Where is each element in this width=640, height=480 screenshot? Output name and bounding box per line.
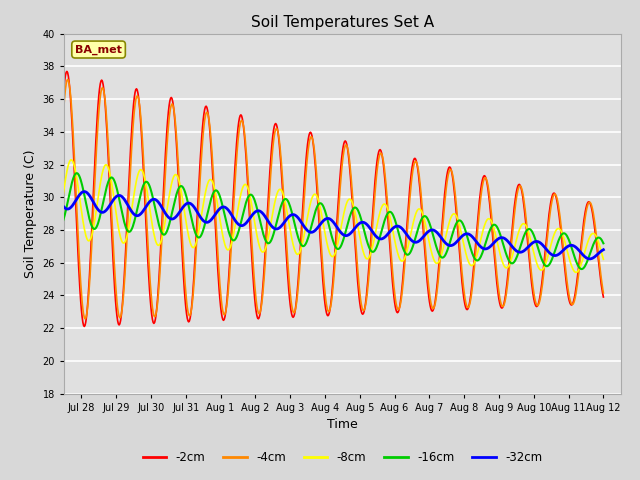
Line: -8cm: -8cm <box>47 160 604 272</box>
-4cm <box>64 77 72 83</box>
-8cm <box>572 269 580 275</box>
-4cm <box>600 290 607 296</box>
X-axis label: Time: Time <box>327 418 358 431</box>
-16cm <box>600 240 607 246</box>
-16cm <box>166 219 173 225</box>
Line: -32cm: -32cm <box>47 188 604 259</box>
-4cm <box>514 188 522 193</box>
-32cm <box>497 235 504 240</box>
-4cm <box>120 283 128 289</box>
-4cm <box>43 290 51 296</box>
-8cm <box>444 226 451 232</box>
-4cm <box>497 301 505 307</box>
-2cm <box>497 305 505 311</box>
-8cm <box>513 234 521 240</box>
Y-axis label: Soil Temperature (C): Soil Temperature (C) <box>24 149 37 278</box>
-8cm <box>166 190 173 195</box>
Line: -16cm: -16cm <box>47 173 604 269</box>
Legend: -2cm, -4cm, -8cm, -16cm, -32cm: -2cm, -4cm, -8cm, -16cm, -32cm <box>138 446 547 469</box>
-2cm <box>514 183 522 189</box>
-2cm <box>52 245 60 251</box>
-32cm <box>444 242 451 248</box>
-32cm <box>166 216 173 221</box>
-8cm <box>600 256 607 262</box>
-32cm <box>43 186 51 192</box>
-32cm <box>600 247 607 252</box>
-2cm <box>63 69 71 74</box>
-16cm <box>120 216 127 222</box>
-8cm <box>43 204 51 210</box>
-16cm <box>578 266 586 272</box>
-8cm <box>67 157 75 163</box>
-16cm <box>51 216 59 221</box>
Line: -4cm: -4cm <box>47 80 604 320</box>
-8cm <box>497 252 504 258</box>
-32cm <box>45 185 53 191</box>
-16cm <box>43 175 51 181</box>
-16cm <box>73 170 81 176</box>
-4cm <box>52 258 60 264</box>
-16cm <box>497 232 504 238</box>
-2cm <box>600 294 607 300</box>
-2cm <box>120 275 128 281</box>
-2cm <box>45 325 53 331</box>
-32cm <box>586 256 593 262</box>
-32cm <box>513 249 521 254</box>
-32cm <box>52 191 60 197</box>
-32cm <box>120 195 127 201</box>
-2cm <box>167 96 175 101</box>
-16cm <box>513 253 521 259</box>
Text: BA_met: BA_met <box>75 44 122 55</box>
-2cm <box>43 308 51 313</box>
Line: -2cm: -2cm <box>47 72 604 328</box>
-2cm <box>444 166 452 172</box>
Title: Soil Temperatures Set A: Soil Temperatures Set A <box>251 15 434 30</box>
-4cm <box>167 105 175 111</box>
-8cm <box>120 240 127 246</box>
-8cm <box>51 235 59 240</box>
-4cm <box>46 317 54 323</box>
-4cm <box>444 172 452 178</box>
-16cm <box>444 247 451 253</box>
